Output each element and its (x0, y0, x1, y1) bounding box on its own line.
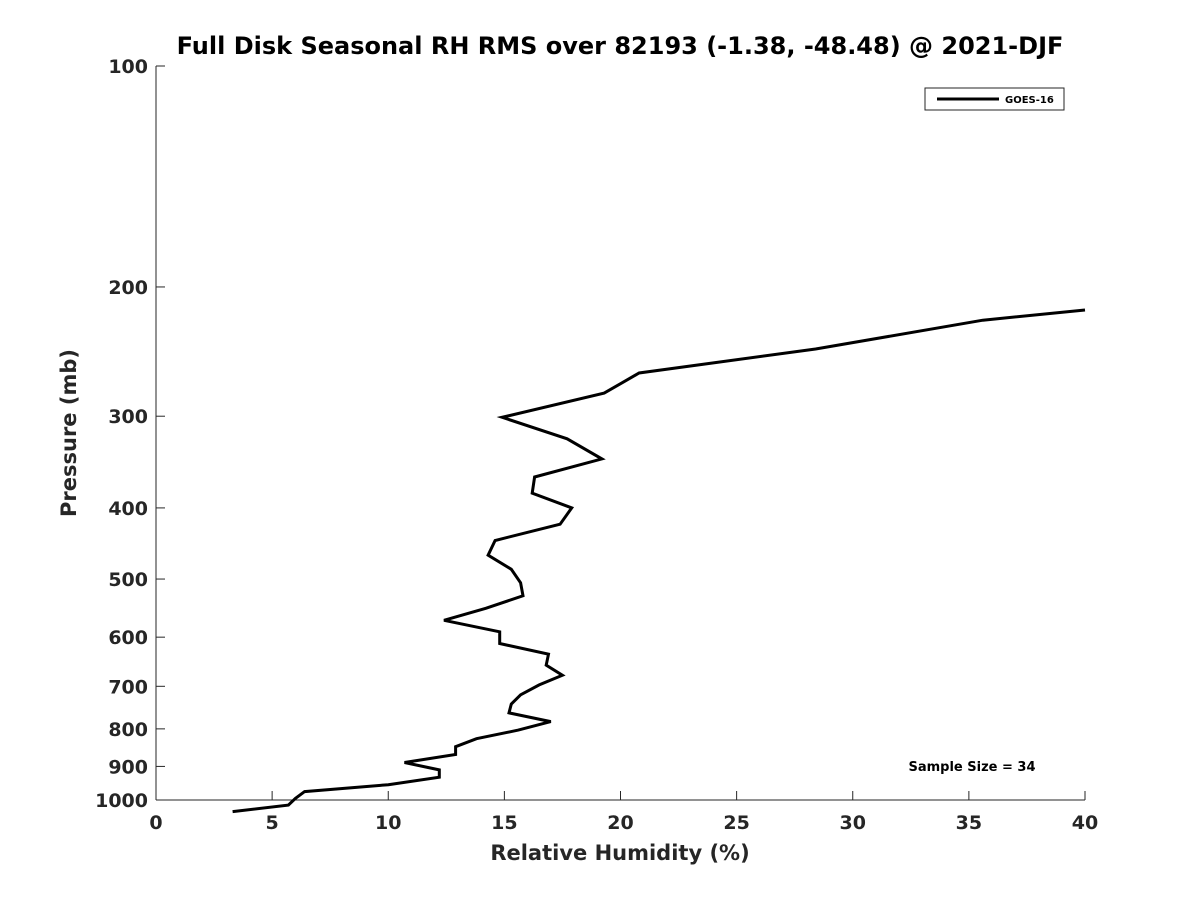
legend-entry-label: GOES-16 (1005, 95, 1054, 106)
x-tick-label: 40 (1072, 812, 1098, 834)
x-ticks: 0 5 10 15 20 25 30 35 40 (149, 791, 1098, 834)
x-tick-label: 0 (149, 812, 162, 834)
x-tick-label: 15 (491, 812, 517, 834)
y-tick-label: 200 (108, 277, 148, 299)
y-tick-label: 1000 (95, 790, 148, 812)
y-tick-label: 600 (108, 627, 148, 649)
plot-area: 0 5 10 15 20 25 30 35 40 100 200 300 400 500 600 700 80… (95, 56, 1098, 834)
series-line-goes-16 (232, 308, 1086, 814)
y-tick-label: 500 (108, 569, 148, 591)
x-tick-label: 30 (840, 812, 866, 834)
legend: GOES-16 (924, 87, 1065, 111)
y-tick-label: 900 (108, 756, 148, 778)
y-axis-label: Pressure (mb) (57, 349, 81, 517)
x-tick-label: 35 (956, 812, 982, 834)
y-ticks: 100 200 300 400 500 600 700 800 900 1000 (95, 56, 165, 812)
x-tick-label: 25 (723, 812, 749, 834)
sample-size-annotation: Sample Size = 34 (908, 760, 1035, 775)
y-tick-label: 400 (108, 498, 148, 520)
x-axis-label: Relative Humidity (%) (490, 841, 749, 865)
y-tick-label: 800 (108, 719, 148, 741)
x-tick-label: 10 (375, 812, 401, 834)
y-tick-label: 300 (108, 406, 148, 428)
y-tick-label: 700 (108, 676, 148, 698)
chart-title: Full Disk Seasonal RH RMS over 82193 (-1… (177, 32, 1064, 60)
series-group (232, 308, 1086, 814)
y-tick-label: 100 (108, 56, 148, 78)
x-tick-label: 5 (266, 812, 279, 834)
x-tick-label: 20 (607, 812, 633, 834)
